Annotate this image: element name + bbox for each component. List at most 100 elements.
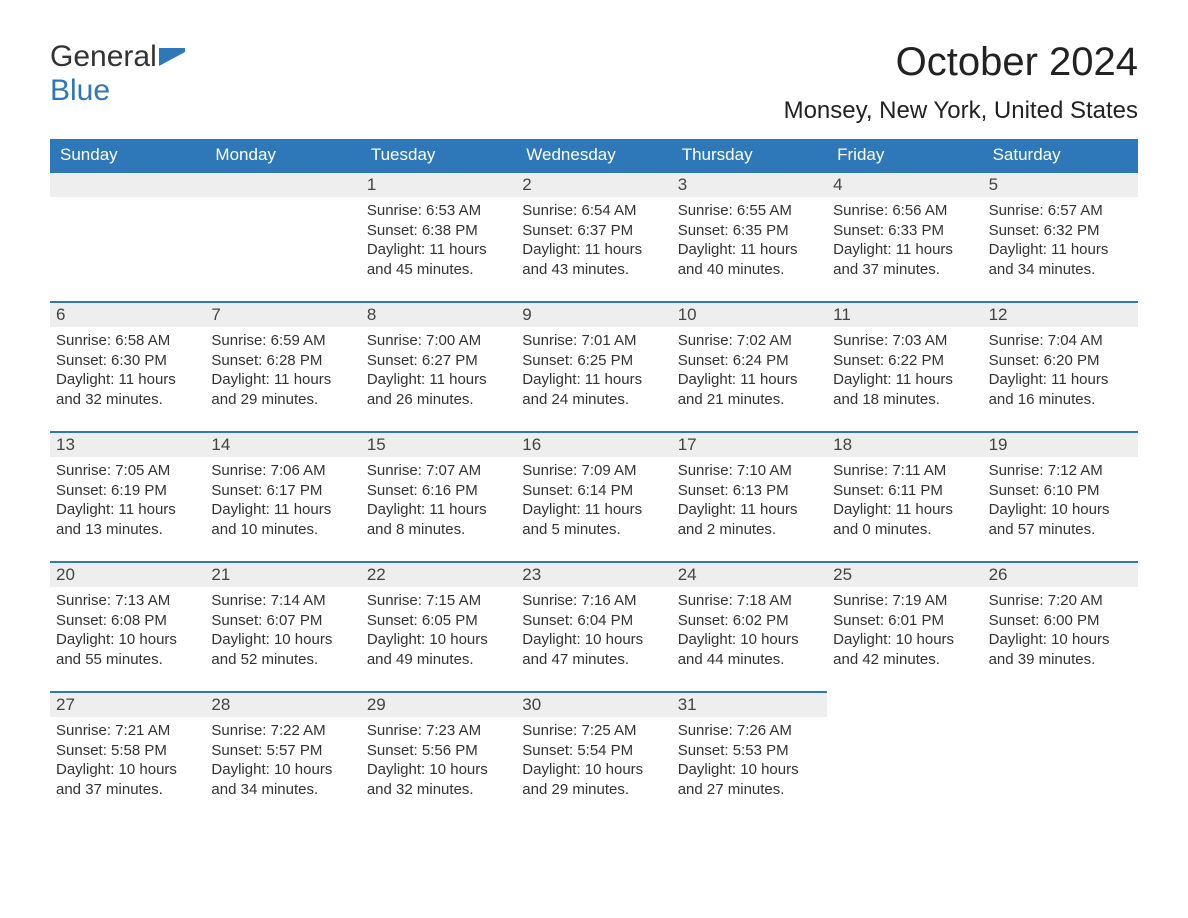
sunset-line: Sunset: 5:54 PM [522,741,665,761]
sunset-line: Sunset: 6:13 PM [678,481,821,501]
sunset-line: Sunset: 6:16 PM [367,481,510,501]
day-cell: 7Sunrise: 6:59 AMSunset: 6:28 PMDaylight… [205,301,360,431]
day-number: 18 [827,431,982,457]
day-number: 17 [672,431,827,457]
daylight-line: Daylight: 10 hours and 34 minutes. [211,760,354,799]
calendar-grid: SundayMondayTuesdayWednesdayThursdayFrid… [50,139,1138,821]
day-number: 7 [205,301,360,327]
sunrise-line: Sunrise: 7:12 AM [989,461,1132,481]
sunrise-line: Sunrise: 7:19 AM [833,591,976,611]
day-number: 24 [672,561,827,587]
dow-header: Monday [205,139,360,171]
day-number: 31 [672,691,827,717]
day-cell: 20Sunrise: 7:13 AMSunset: 6:08 PMDayligh… [50,561,205,691]
location: Monsey, New York, United States [784,97,1138,125]
day-number: 21 [205,561,360,587]
day-number: 14 [205,431,360,457]
sunset-line: Sunset: 6:30 PM [56,351,199,371]
sunrise-line: Sunrise: 6:53 AM [367,201,510,221]
daylight-line: Daylight: 11 hours and 37 minutes. [833,240,976,279]
sunrise-line: Sunrise: 7:10 AM [678,461,821,481]
sunrise-line: Sunrise: 7:04 AM [989,331,1132,351]
daylight-line: Daylight: 10 hours and 32 minutes. [367,760,510,799]
day-number: 27 [50,691,205,717]
day-number: 20 [50,561,205,587]
sunrise-line: Sunrise: 7:16 AM [522,591,665,611]
sunrise-line: Sunrise: 7:25 AM [522,721,665,741]
daylight-line: Daylight: 10 hours and 37 minutes. [56,760,199,799]
day-cell: 24Sunrise: 7:18 AMSunset: 6:02 PMDayligh… [672,561,827,691]
day-number: 11 [827,301,982,327]
empty-cell [50,171,205,301]
sunset-line: Sunset: 6:35 PM [678,221,821,241]
day-cell: 4Sunrise: 6:56 AMSunset: 6:33 PMDaylight… [827,171,982,301]
logo-text: General Blue [50,40,185,108]
sunrise-line: Sunrise: 6:57 AM [989,201,1132,221]
sunrise-line: Sunrise: 7:01 AM [522,331,665,351]
day-cell: 12Sunrise: 7:04 AMSunset: 6:20 PMDayligh… [983,301,1138,431]
sunrise-line: Sunrise: 7:23 AM [367,721,510,741]
daylight-line: Daylight: 10 hours and 47 minutes. [522,630,665,669]
day-number: 22 [361,561,516,587]
sunset-line: Sunset: 6:33 PM [833,221,976,241]
day-number: 25 [827,561,982,587]
sunrise-line: Sunrise: 6:55 AM [678,201,821,221]
day-number: 2 [516,171,671,197]
sunrise-line: Sunrise: 6:58 AM [56,331,199,351]
sunrise-line: Sunrise: 7:00 AM [367,331,510,351]
day-cell: 21Sunrise: 7:14 AMSunset: 6:07 PMDayligh… [205,561,360,691]
day-number: 9 [516,301,671,327]
day-cell: 17 Sunrise: 7:10 AMSunset: 6:13 PMDayligh… [672,431,827,561]
day-cell: 6Sunrise: 6:58 AMSunset: 6:30 PMDaylight… [50,301,205,431]
month-title: October 2024 [784,40,1138,85]
daylight-line: Daylight: 11 hours and 13 minutes. [56,500,199,539]
header: General Blue October 2024 Monsey, New Yo… [50,40,1138,125]
sunset-line: Sunset: 6:08 PM [56,611,199,631]
sunset-line: Sunset: 6:07 PM [211,611,354,631]
sunrise-line: Sunrise: 6:59 AM [211,331,354,351]
logo-flag-icon [159,53,185,70]
daylight-line: Daylight: 11 hours and 24 minutes. [522,370,665,409]
day-number: 16 [516,431,671,457]
daylight-line: Daylight: 11 hours and 40 minutes. [678,240,821,279]
sunrise-line: Sunrise: 6:56 AM [833,201,976,221]
day-cell: 14Sunrise: 7:06 AMSunset: 6:17 PMDayligh… [205,431,360,561]
day-cell: 28Sunrise: 7:22 AMSunset: 5:57 PMDayligh… [205,691,360,821]
daylight-line: Daylight: 10 hours and 57 minutes. [989,500,1132,539]
daynum-bar-empty [205,171,360,197]
daylight-line: Daylight: 11 hours and 0 minutes. [833,500,976,539]
day-number: 15 [361,431,516,457]
sunrise-line: Sunrise: 7:26 AM [678,721,821,741]
daylight-line: Daylight: 11 hours and 32 minutes. [56,370,199,409]
sunrise-line: Sunrise: 7:09 AM [522,461,665,481]
sunrise-line: Sunrise: 7:06 AM [211,461,354,481]
day-number: 13 [50,431,205,457]
day-cell: 2Sunrise: 6:54 AMSunset: 6:37 PMDaylight… [516,171,671,301]
day-cell: 3Sunrise: 6:55 AMSunset: 6:35 PMDaylight… [672,171,827,301]
day-cell: 19Sunrise: 7:12 AMSunset: 6:10 PMDayligh… [983,431,1138,561]
day-cell: 9Sunrise: 7:01 AMSunset: 6:25 PMDaylight… [516,301,671,431]
daylight-line: Daylight: 11 hours and 8 minutes. [367,500,510,539]
sunrise-line: Sunrise: 7:21 AM [56,721,199,741]
daylight-line: Daylight: 11 hours and 26 minutes. [367,370,510,409]
sunset-line: Sunset: 6:04 PM [522,611,665,631]
dow-header: Sunday [50,139,205,171]
day-cell: 23Sunrise: 7:16 AMSunset: 6:04 PMDayligh… [516,561,671,691]
daylight-line: Daylight: 11 hours and 21 minutes. [678,370,821,409]
daylight-line: Daylight: 11 hours and 2 minutes. [678,500,821,539]
day-cell: 11Sunrise: 7:03 AMSunset: 6:22 PMDayligh… [827,301,982,431]
sunrise-line: Sunrise: 7:20 AM [989,591,1132,611]
day-number: 30 [516,691,671,717]
day-number: 1 [361,171,516,197]
empty-cell [205,171,360,301]
sunset-line: Sunset: 6:38 PM [367,221,510,241]
day-cell: 31Sunrise: 7:26 AMSunset: 5:53 PMDayligh… [672,691,827,821]
daylight-line: Daylight: 11 hours and 43 minutes. [522,240,665,279]
daynum-bar-empty [50,171,205,197]
day-number: 29 [361,691,516,717]
sunset-line: Sunset: 6:20 PM [989,351,1132,371]
title-block: October 2024 Monsey, New York, United St… [784,40,1138,125]
daylight-line: Daylight: 10 hours and 49 minutes. [367,630,510,669]
day-cell: 18Sunrise: 7:11 AMSunset: 6:11 PMDayligh… [827,431,982,561]
daylight-line: Daylight: 10 hours and 52 minutes. [211,630,354,669]
